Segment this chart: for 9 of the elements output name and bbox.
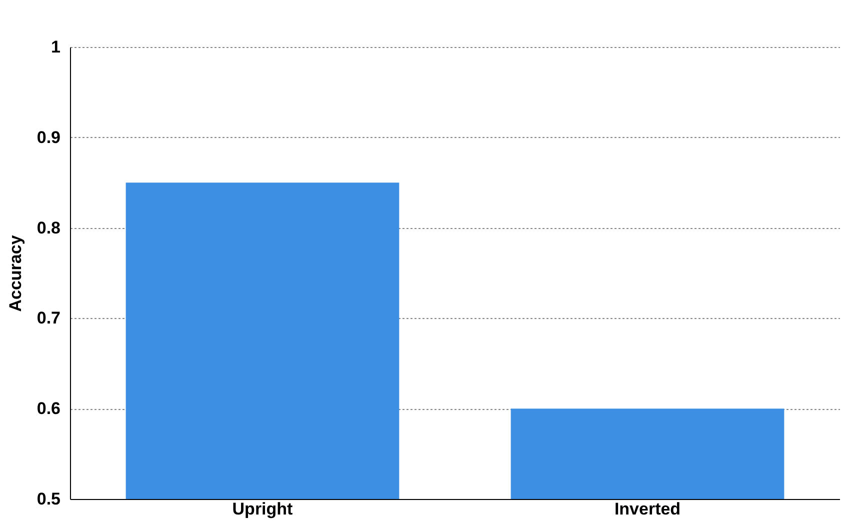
y-tick-label: 0.7: [36, 308, 60, 328]
y-tick-label: 0.9: [36, 128, 60, 147]
y-axis-title: Accuracy: [6, 234, 25, 312]
x-tick-label: Upright: [232, 500, 294, 518]
y-tick-label: 0.5: [36, 490, 60, 508]
y-tick-label: 0.8: [36, 218, 60, 238]
x-tick-label: Inverted: [614, 500, 681, 518]
y-tick-label: 1: [51, 38, 60, 56]
y-tick-label: 0.6: [36, 399, 60, 418]
